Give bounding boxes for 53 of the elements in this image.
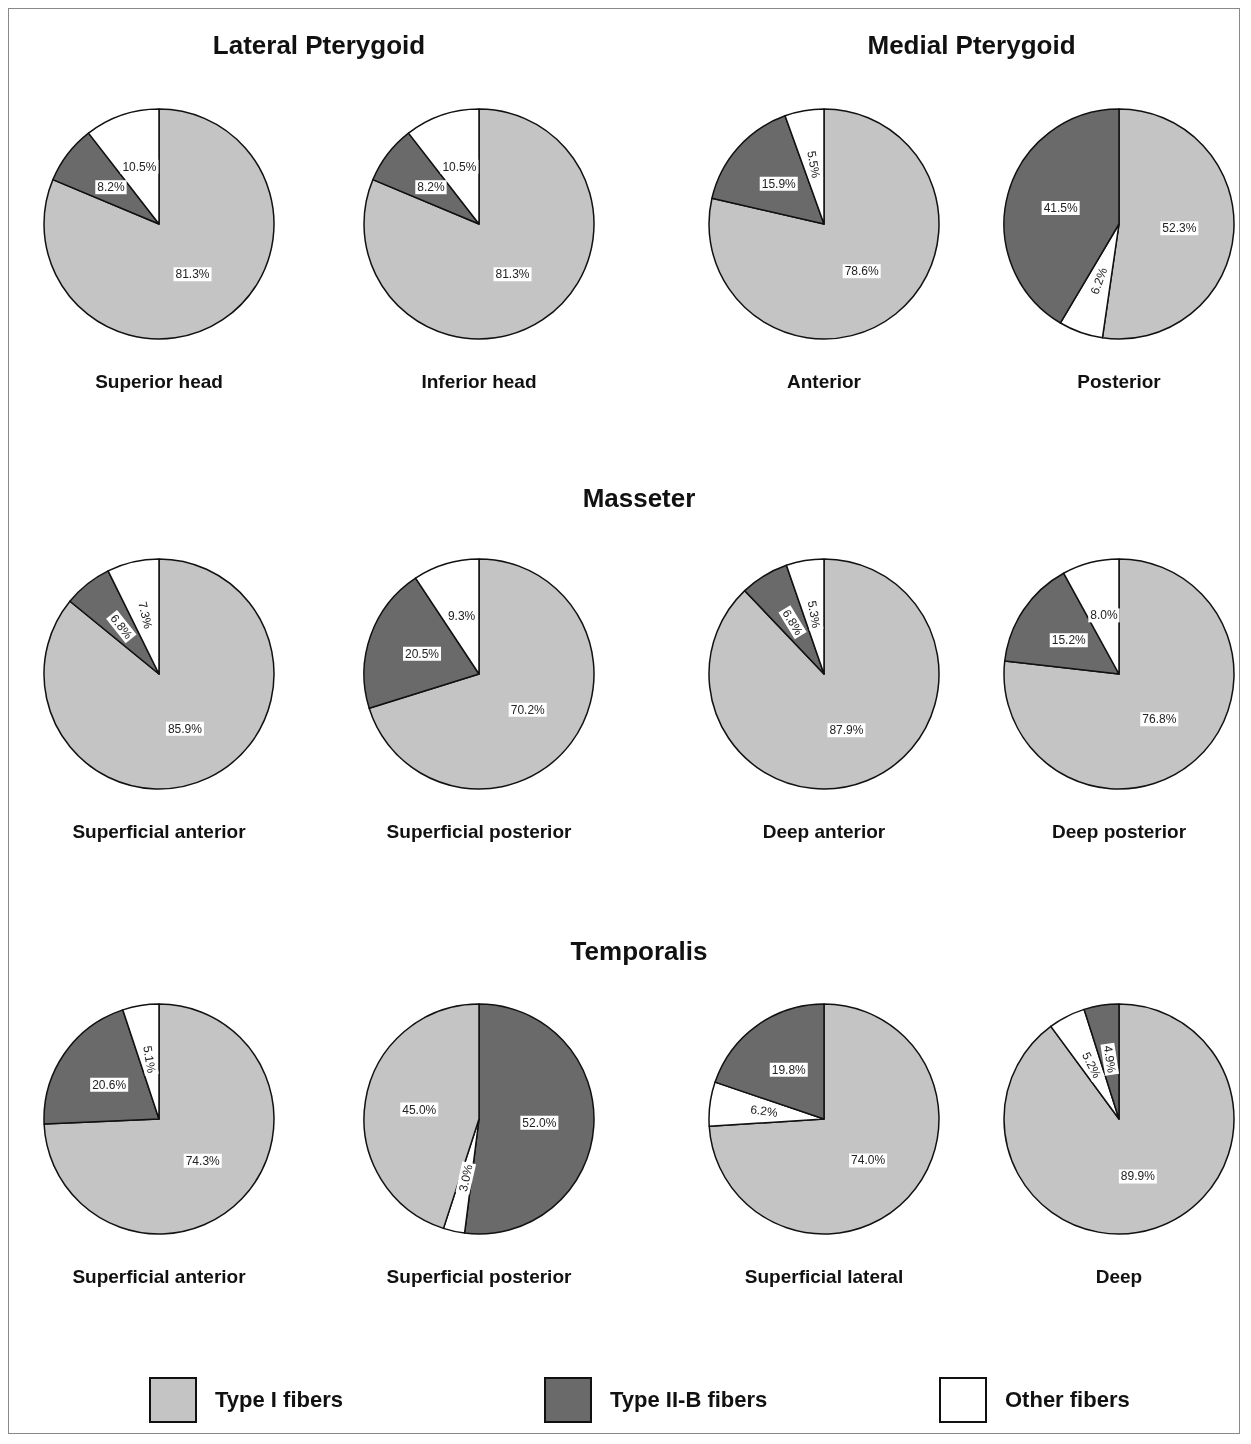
data-label: 76.8% xyxy=(1142,712,1177,727)
text: Superficial anterior xyxy=(72,821,247,842)
legend-label: Other fibers xyxy=(1005,1387,1130,1413)
data-label: 20.5% xyxy=(405,646,440,661)
data-label: 41.5% xyxy=(1043,201,1078,216)
text: Inferior head xyxy=(421,371,537,392)
data-label: 74.3% xyxy=(185,1153,221,1168)
data-label: 10.5% xyxy=(122,159,157,174)
data-label: 89.9% xyxy=(1120,1169,1156,1184)
data-label: 5.3% xyxy=(804,599,824,630)
data-label: 3.0% xyxy=(455,1162,476,1193)
text: Superficial posterior xyxy=(386,821,572,842)
data-label: 5.2% xyxy=(1079,1049,1105,1081)
data-label: 8.2% xyxy=(417,180,445,195)
text: Deep posterior xyxy=(1051,821,1187,842)
legend-label: Type I fibers xyxy=(215,1387,343,1413)
data-label: 81.3% xyxy=(495,267,530,282)
data-label: 4.9% xyxy=(1100,1044,1119,1075)
data-label: 15.9% xyxy=(761,176,797,191)
data-label: 45.0% xyxy=(402,1102,437,1117)
data-label: 81.3% xyxy=(175,267,210,282)
data-label: 19.8% xyxy=(771,1062,807,1077)
data-label: 8.0% xyxy=(1090,608,1118,623)
data-label: 8.2% xyxy=(97,180,125,195)
text: Deep anterior xyxy=(762,821,886,842)
data-label: 5.1% xyxy=(140,1044,159,1075)
text: Medial Pterygoid xyxy=(866,30,1077,61)
legend-label: Type II-B fibers xyxy=(610,1387,768,1413)
data-label: 6.2% xyxy=(749,1102,779,1120)
data-label: 87.9% xyxy=(829,723,864,738)
data-label: 52.0% xyxy=(522,1115,557,1130)
text: Superficial lateral xyxy=(744,1266,904,1287)
data-label: 10.5% xyxy=(442,159,477,174)
text: Superficial posterior xyxy=(386,1266,572,1287)
text: Superior head xyxy=(95,371,223,392)
data-label: 52.3% xyxy=(1162,221,1197,236)
text: Superficial anterior xyxy=(72,1266,247,1287)
text: Posterior xyxy=(1077,371,1162,392)
text: Masseter xyxy=(581,483,697,514)
data-label: 7.3% xyxy=(135,600,156,631)
text: Deep xyxy=(1095,1266,1143,1287)
text: Temporalis xyxy=(569,936,709,967)
data-label: 9.3% xyxy=(447,609,476,624)
data-label: 5.5% xyxy=(804,149,823,180)
data-label: 20.6% xyxy=(92,1077,127,1092)
data-label: 78.6% xyxy=(844,264,880,279)
text: Anterior xyxy=(787,371,862,392)
data-label: 70.2% xyxy=(510,702,546,717)
data-label: 15.2% xyxy=(1051,633,1087,648)
data-label: 85.9% xyxy=(167,721,203,736)
data-label: 6.2% xyxy=(1087,265,1111,297)
text: Lateral Pterygoid xyxy=(211,30,427,61)
data-label: 74.0% xyxy=(851,1153,886,1168)
